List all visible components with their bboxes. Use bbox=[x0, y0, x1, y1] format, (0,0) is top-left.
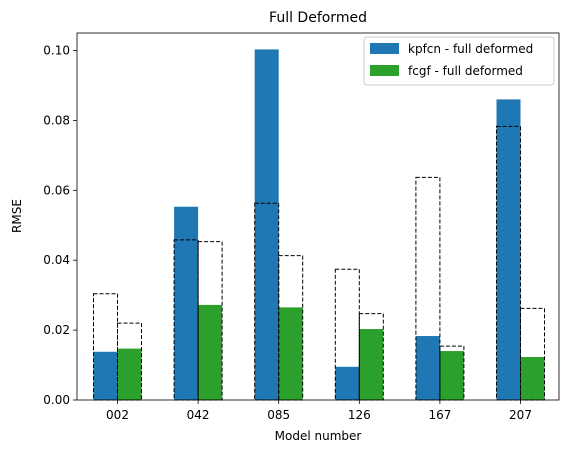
dashed-outline-right-167 bbox=[439, 345, 465, 401]
bar-kpfcn-085 bbox=[254, 49, 279, 401]
legend-label-kpfcn: kpfcn - full deformed bbox=[408, 42, 533, 56]
legend-swatch-fcgf bbox=[370, 65, 399, 76]
legend: kpfcn - full deformed fcgf - full deform… bbox=[363, 36, 555, 86]
dashed-outline-right-002 bbox=[117, 322, 142, 401]
bar-fcgf-167 bbox=[439, 351, 464, 400]
y-tick-label: 0.04 bbox=[43, 253, 70, 267]
x-tick-label: 042 bbox=[187, 408, 210, 422]
y-tick-label: 0.02 bbox=[43, 323, 70, 337]
bars-layer bbox=[93, 49, 545, 401]
y-tick-label: 0.08 bbox=[43, 113, 70, 127]
bar-kpfcn-126 bbox=[335, 366, 360, 400]
dashed-outline-left-042 bbox=[173, 239, 199, 401]
bar-kpfcn-207 bbox=[496, 99, 521, 401]
bar-kpfcn-167 bbox=[415, 336, 440, 400]
y-axis-label: RMSE bbox=[10, 199, 24, 233]
x-tick-label: 167 bbox=[428, 408, 451, 422]
axes-frame bbox=[76, 32, 560, 401]
x-tick-label: 085 bbox=[267, 408, 290, 422]
dashed-outline-left-002 bbox=[93, 293, 118, 401]
dashed-outlines-layer bbox=[93, 125, 545, 401]
bar-fcgf-042 bbox=[198, 304, 223, 400]
bar-kpfcn-002 bbox=[93, 351, 118, 400]
x-tick-label: 002 bbox=[106, 408, 129, 422]
legend-frame bbox=[363, 36, 555, 86]
y-tick-label: 0.00 bbox=[43, 393, 70, 407]
bar-fcgf-126 bbox=[359, 329, 384, 400]
x-axis-ticks: 002 042 085 126 167 207 bbox=[106, 400, 532, 422]
legend-swatch-kpfcn bbox=[370, 43, 399, 54]
bar-fcgf-207 bbox=[520, 357, 545, 400]
y-axis-ticks: 0.00 0.02 0.04 0.06 0.08 0.10 bbox=[43, 43, 77, 407]
dashed-outline-left-126 bbox=[334, 268, 360, 401]
y-tick-label: 0.10 bbox=[43, 43, 70, 57]
chart-title: Full Deformed bbox=[269, 10, 367, 26]
y-tick-label: 0.06 bbox=[43, 183, 70, 197]
x-tick-label: 126 bbox=[348, 408, 371, 422]
x-axis-label: Model number bbox=[275, 429, 362, 443]
bar-kpfcn-042 bbox=[174, 206, 199, 400]
bar-fcgf-002 bbox=[117, 348, 142, 400]
legend-label-fcgf: fcgf - full deformed bbox=[408, 64, 523, 78]
bar-fcgf-085 bbox=[278, 307, 303, 400]
x-tick-label: 207 bbox=[509, 408, 532, 422]
